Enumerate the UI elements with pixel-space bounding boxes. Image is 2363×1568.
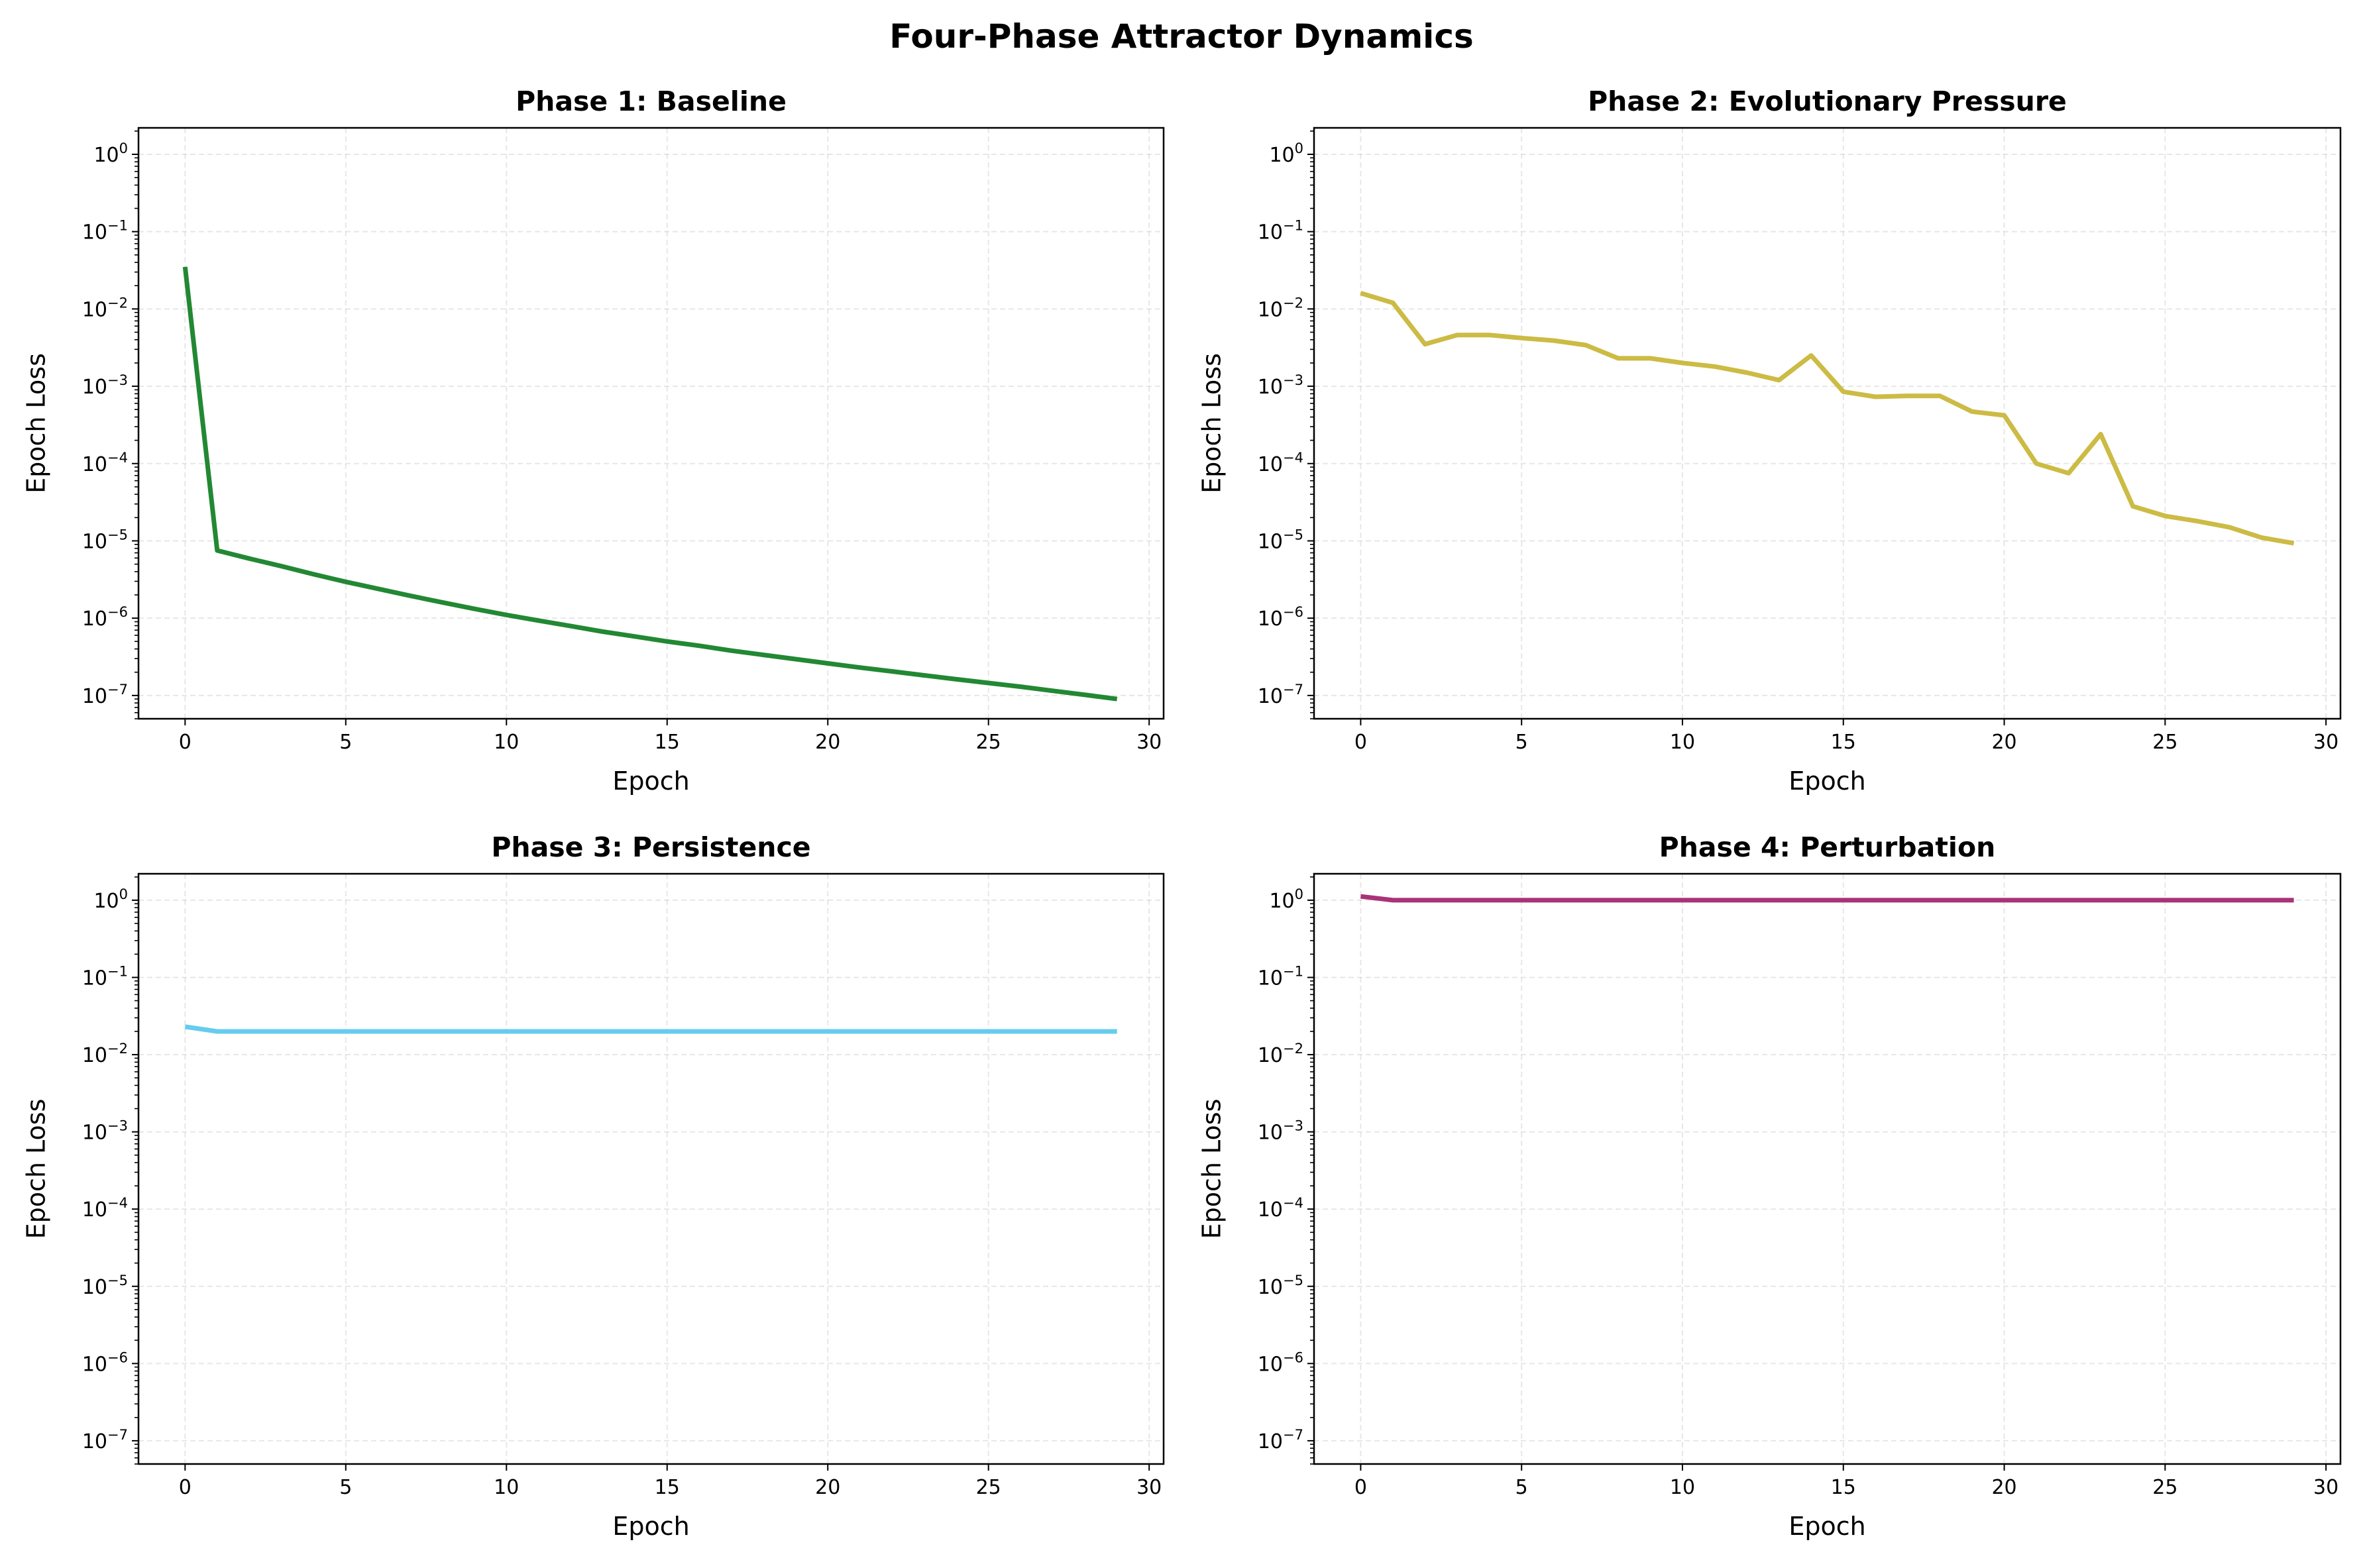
x-tick-label: 25 <box>2152 731 2177 754</box>
x-tick-label: 20 <box>815 1476 840 1499</box>
x-tick-label: 15 <box>655 731 680 754</box>
y-tick-label: 10−1 <box>1258 218 1303 244</box>
y-axis-label: Epoch Loss <box>22 1099 51 1239</box>
x-tick-label: 10 <box>1670 731 1695 754</box>
y-tick-label: 10−5 <box>1258 1273 1303 1299</box>
y-tick-label: 100 <box>93 886 128 913</box>
y-tick-label: 10−1 <box>1258 963 1303 990</box>
subplot-4: 0 5 10 15 20 25 30 100 10−1 10−2 10−3 10−4 10−5 10−6 1… <box>1197 831 2342 1541</box>
y-tick-label: 10−2 <box>82 1041 128 1067</box>
subplot-title: Phase 4: Perturbation <box>1659 831 1996 863</box>
x-tick-label: 5 <box>339 731 352 754</box>
axes-frame <box>137 872 1165 1465</box>
loss-line <box>1360 291 2295 546</box>
y-tick-label: 10−6 <box>82 1349 128 1376</box>
x-tick-label: 30 <box>1136 731 1162 754</box>
y-axis-label: Epoch Loss <box>1197 353 1227 494</box>
y-tick-label: 10−3 <box>1258 372 1303 399</box>
loss-line <box>182 266 1118 702</box>
x-tick-label: 25 <box>976 731 1001 754</box>
y-tick-label: 10−2 <box>1258 1041 1303 1067</box>
x-tick-label: 10 <box>494 731 519 754</box>
x-axis-label: Epoch <box>1788 766 1865 796</box>
x-tick-label: 25 <box>2152 1476 2177 1499</box>
y-tick-label: 10−3 <box>1258 1118 1303 1145</box>
x-axis-label: Epoch <box>612 1512 689 1541</box>
y-tick-label: 10−4 <box>1258 1195 1303 1222</box>
y-tick-label: 10−2 <box>82 295 128 321</box>
x-tick-label: 10 <box>494 1476 519 1499</box>
figure-title: Four-Phase Attractor Dynamics <box>889 17 1473 56</box>
x-tick-label: 0 <box>1354 1476 1367 1499</box>
y-tick-label: 10−1 <box>82 218 128 244</box>
y-axis-label: Epoch Loss <box>22 353 51 494</box>
y-tick-label: 10−7 <box>1258 682 1303 708</box>
y-tick-label: 10−5 <box>82 1273 128 1299</box>
y-tick-label: 10−4 <box>1258 450 1303 476</box>
axes-frame <box>137 127 1165 720</box>
y-tick-label: 10−3 <box>82 372 128 399</box>
subplot-title: Phase 3: Persistence <box>491 831 810 863</box>
subplot-title: Phase 2: Evolutionary Pressure <box>1588 85 2067 117</box>
subplot-2: 0 5 10 15 20 25 30 100 10−1 10−2 10−3 10−4 10−5 10−6 1… <box>1197 85 2342 796</box>
x-tick-label: 5 <box>1515 1476 1528 1499</box>
y-tick-label: 10−7 <box>1258 1427 1303 1453</box>
y-tick-label: 10−7 <box>82 682 128 708</box>
x-tick-label: 30 <box>2313 1476 2338 1499</box>
y-tick-label: 10−3 <box>82 1118 128 1145</box>
x-tick-label: 20 <box>1991 731 2016 754</box>
x-tick-label: 10 <box>1670 1476 1695 1499</box>
x-tick-label: 5 <box>1515 731 1528 754</box>
x-tick-label: 0 <box>1354 731 1367 754</box>
x-tick-label: 0 <box>179 731 192 754</box>
loss-line <box>184 1024 1117 1034</box>
y-tick-label: 10−4 <box>82 450 128 476</box>
x-tick-label: 20 <box>1991 1476 2016 1499</box>
y-tick-label: 100 <box>1269 140 1303 167</box>
x-axis-label: Epoch <box>1788 1512 1865 1541</box>
subplot-1: 0 5 10 15 20 25 30 100 10−1 10−2 10−3 10−4 10−5 10−6 1… <box>22 85 1165 796</box>
y-tick-label: 10−6 <box>1258 1349 1303 1376</box>
x-tick-label: 30 <box>1136 1476 1162 1499</box>
x-tick-label: 5 <box>339 1476 352 1499</box>
x-axis-label: Epoch <box>612 766 689 796</box>
y-tick-label: 10−7 <box>82 1427 128 1453</box>
axes-frame <box>1313 872 2342 1465</box>
axes-frame <box>1313 127 2342 720</box>
y-tick-label: 10−5 <box>82 527 128 553</box>
y-tick-label: 100 <box>93 140 128 167</box>
x-tick-label: 15 <box>1831 731 1856 754</box>
subplots: 0 5 10 15 20 25 3010010−110−210−310−410−510−61… <box>22 85 2342 1541</box>
y-tick-label: 10−6 <box>1258 604 1303 631</box>
y-axis-label: Epoch Loss <box>1197 1099 1227 1239</box>
y-tick-label: 10−1 <box>82 963 128 990</box>
y-tick-label: 10−2 <box>1258 295 1303 321</box>
subplot-3: 0 5 10 15 20 25 30 100 10−1 10−2 10−3 10−4 10−5 10−6 1… <box>22 831 1165 1541</box>
x-tick-label: 15 <box>655 1476 680 1499</box>
y-tick-label: 10−4 <box>82 1195 128 1222</box>
loss-line <box>1360 894 2294 903</box>
y-tick-label: 100 <box>1269 886 1303 913</box>
x-tick-label: 0 <box>179 1476 192 1499</box>
x-tick-label: 20 <box>815 731 840 754</box>
x-tick-label: 15 <box>1831 1476 1856 1499</box>
y-tick-label: 10−5 <box>1258 527 1303 553</box>
subplot-title: Phase 1: Baseline <box>516 85 787 117</box>
y-tick-label: 10−6 <box>82 604 128 631</box>
x-tick-label: 30 <box>2313 731 2338 754</box>
x-tick-label: 25 <box>976 1476 1001 1499</box>
